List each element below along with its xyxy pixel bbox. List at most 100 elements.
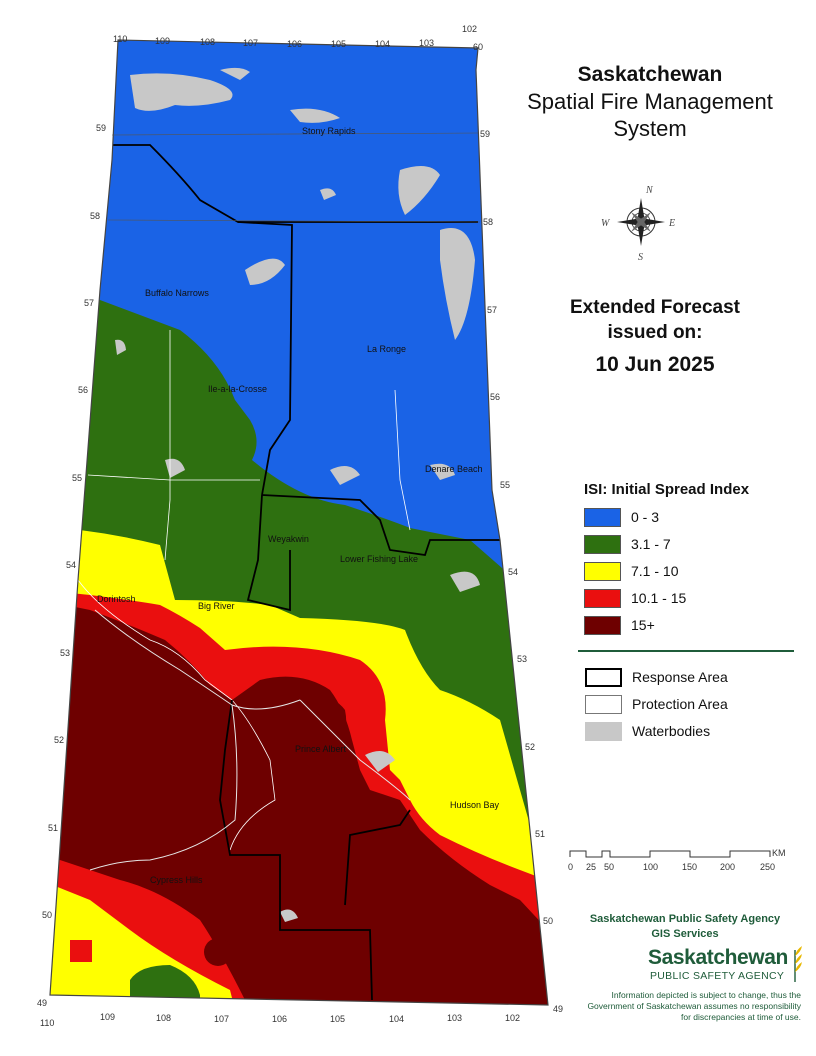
feature-legend: Response Area Protection Area Waterbodie… bbox=[585, 668, 805, 749]
scale-tick: 150 bbox=[682, 862, 697, 872]
graticule-lines bbox=[107, 132, 481, 223]
lat-label: 52 bbox=[525, 742, 535, 752]
legend-label: Waterbodies bbox=[632, 723, 711, 739]
lon-top-label: 102 bbox=[462, 24, 477, 34]
place-label: Buffalo Narrows bbox=[145, 288, 209, 298]
lat-label: 49 bbox=[37, 998, 47, 1008]
place-label: Big River bbox=[198, 601, 235, 611]
response-areas bbox=[108, 144, 500, 1001]
lon-top-label: 110 bbox=[113, 34, 127, 44]
lon-bottom-label: 110 bbox=[40, 1018, 54, 1028]
lon-top-label: 109 bbox=[155, 36, 170, 46]
lon-bottom-label: 102 bbox=[505, 1013, 520, 1023]
scale-tick: 250 bbox=[760, 862, 775, 872]
scale-bar: 0 25 50 100 150 200 250 KM bbox=[568, 848, 786, 872]
legend-label: 7.1 - 10 bbox=[631, 563, 679, 579]
waterbodies bbox=[115, 67, 480, 922]
legend-swatch bbox=[584, 508, 621, 527]
legend-label: 0 - 3 bbox=[631, 509, 660, 525]
legend-label: Response Area bbox=[632, 669, 728, 685]
lon-top-label: 108 bbox=[200, 37, 215, 47]
disclaimer: Information depicted is subject to chang… bbox=[587, 990, 801, 1022]
forecast-block: Extended Forecast issued on: 10 Jun 2025 bbox=[520, 295, 790, 377]
compass-e-label: E bbox=[668, 218, 675, 229]
map-title: Saskatchewan Spatial Fire Management Sys… bbox=[500, 62, 800, 142]
lon-top-label: 106 bbox=[287, 39, 302, 49]
lat-label: 55 bbox=[72, 473, 82, 483]
lon-bottom-label: 108 bbox=[156, 1013, 171, 1023]
legend-swatch bbox=[584, 562, 621, 581]
place-label: Ile-a-la-Crosse bbox=[208, 384, 267, 394]
lon-bottom-label: 105 bbox=[330, 1014, 345, 1024]
legend-swatch bbox=[584, 535, 621, 554]
place-label: Lower Fishing Lake bbox=[340, 554, 418, 564]
logo-sub: PUBLIC SAFETY AGENCY bbox=[650, 970, 785, 982]
legend-label: 10.1 - 15 bbox=[631, 590, 687, 606]
lat-label: 59 bbox=[480, 129, 490, 139]
credit-services: GIS Services bbox=[651, 928, 719, 940]
lon-bottom-label: 106 bbox=[272, 1014, 287, 1024]
credit-block: Saskatchewan Public Safety Agency GIS Se… bbox=[570, 912, 800, 942]
lon-bottom-label: 103 bbox=[447, 1013, 462, 1023]
place-label: Prince Albert bbox=[295, 744, 347, 754]
credit-agency: Saskatchewan Public Safety Agency bbox=[589, 913, 781, 925]
lon-top-label: 107 bbox=[243, 38, 258, 48]
lat-label: 53 bbox=[517, 654, 527, 664]
lat-label: 56 bbox=[490, 392, 500, 402]
legend-divider bbox=[578, 650, 794, 652]
logo-name: Saskatchewan bbox=[648, 946, 788, 969]
zone-isi-15-plus bbox=[50, 600, 548, 1005]
forecast-line-2: issued on: bbox=[607, 322, 703, 343]
title-line-2: Spatial Fire Management bbox=[527, 89, 773, 114]
lat-label: 54 bbox=[66, 560, 76, 570]
legend-label: 3.1 - 7 bbox=[631, 536, 671, 552]
lat-label: 56 bbox=[78, 385, 88, 395]
legend-item: 3.1 - 7 bbox=[584, 535, 814, 562]
place-label: Weyakwin bbox=[268, 534, 309, 544]
legend-swatch bbox=[584, 589, 621, 608]
lat-label: 50 bbox=[543, 916, 553, 926]
lat-label: 53 bbox=[60, 648, 70, 658]
place-label: Stony Rapids bbox=[302, 126, 356, 136]
lon-top-label: 105 bbox=[331, 39, 346, 49]
lat-label: 49 bbox=[553, 1004, 563, 1014]
lat-label: 55 bbox=[500, 480, 510, 490]
scale-tick: 200 bbox=[720, 862, 735, 872]
legend-item: 15+ bbox=[584, 616, 814, 643]
province-outline bbox=[49, 39, 549, 1006]
legend-label: Protection Area bbox=[632, 696, 728, 712]
legend-item: Waterbodies bbox=[585, 722, 805, 749]
isi-legend: ISI: Initial Spread Index 0 - 3 3.1 - 7 … bbox=[584, 481, 814, 643]
lat-label: 57 bbox=[487, 305, 497, 315]
lon-top-label: 104 bbox=[375, 39, 390, 49]
scale-tick: 100 bbox=[643, 862, 658, 872]
lon-bottom-label: 107 bbox=[214, 1014, 229, 1024]
lat-label: 57 bbox=[84, 298, 94, 308]
legend-item: 7.1 - 10 bbox=[584, 562, 814, 589]
title-line-3: System bbox=[613, 116, 687, 141]
forecast-date: 10 Jun 2025 bbox=[595, 353, 715, 376]
lat-label: 50 bbox=[42, 910, 52, 920]
scale-tick: 25 bbox=[586, 862, 596, 872]
lon-bottom-label: 104 bbox=[389, 1014, 404, 1024]
legend-item: 10.1 - 15 bbox=[584, 589, 814, 616]
legend-swatch bbox=[584, 616, 621, 635]
scale-tick: 50 bbox=[604, 862, 614, 872]
place-label: Hudson Bay bbox=[450, 800, 500, 810]
lat-label: 58 bbox=[483, 217, 493, 227]
compass-w-label: W bbox=[601, 218, 611, 229]
compass-s-label: S bbox=[638, 252, 643, 263]
compass-rose-icon: N W E S bbox=[601, 185, 675, 263]
forecast-line-1: Extended Forecast bbox=[570, 297, 740, 318]
title-line-1: Saskatchewan bbox=[577, 63, 723, 86]
legend-item: Response Area bbox=[585, 668, 805, 695]
isi-zones bbox=[50, 40, 548, 1005]
response-area-swatch bbox=[585, 668, 622, 687]
scale-unit: KM bbox=[772, 848, 786, 858]
lat-label: 59 bbox=[96, 123, 106, 133]
lat-label: 58 bbox=[90, 211, 100, 221]
lat-label: 60 bbox=[473, 42, 483, 52]
lat-label: 51 bbox=[535, 829, 545, 839]
legend-label: 15+ bbox=[631, 617, 655, 633]
